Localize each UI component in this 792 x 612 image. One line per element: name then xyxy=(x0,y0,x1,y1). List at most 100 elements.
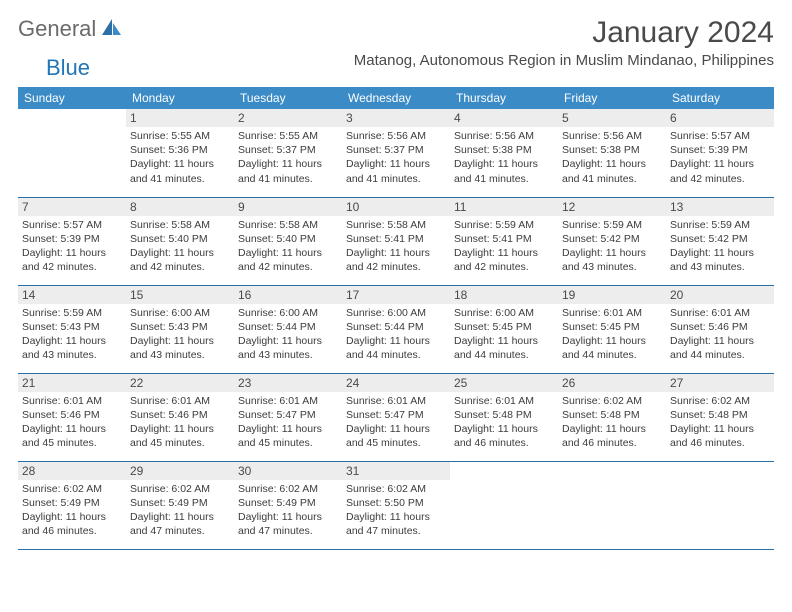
calendar-day-cell: 25 Sunrise: 6:01 AMSunset: 5:48 PMDayligh… xyxy=(450,373,558,461)
weekday-header: Sunday xyxy=(18,87,126,109)
day-details: Sunrise: 5:59 AMSunset: 5:43 PMDaylight:… xyxy=(22,306,122,363)
day-number: 23 xyxy=(234,374,342,392)
day-details: Sunrise: 6:01 AMSunset: 5:46 PMDaylight:… xyxy=(22,394,122,451)
day-number: 27 xyxy=(666,374,774,392)
day-number: 5 xyxy=(558,109,666,127)
calendar-day-cell: 11Sunrise: 5:59 AMSunset: 5:41 PMDayligh… xyxy=(450,197,558,285)
calendar-day-cell: 10 Sunrise: 5:58 AMSunset: 5:41 PMDayligh… xyxy=(342,197,450,285)
calendar-week-row: 21Sunrise: 6:01 AMSunset: 5:46 PMDayligh… xyxy=(18,373,774,461)
calendar-day-cell: 23 Sunrise: 6:01 AMSunset: 5:47 PMDayligh… xyxy=(234,373,342,461)
day-number: 11 xyxy=(450,198,558,216)
calendar-week-row: 28Sunrise: 6:02 AMSunset: 5:49 PMDayligh… xyxy=(18,461,774,549)
calendar-day-cell: 4 Sunrise: 5:56 AMSunset: 5:38 PMDaylight… xyxy=(450,109,558,197)
day-number: 16 xyxy=(234,286,342,304)
calendar-header-row: SundayMondayTuesdayWednesdayThursdayFrid… xyxy=(18,87,774,109)
calendar-table: SundayMondayTuesdayWednesdayThursdayFrid… xyxy=(18,87,774,550)
day-details: Sunrise: 5:56 AMSunset: 5:37 PMDaylight:… xyxy=(346,129,446,186)
calendar-day-cell: 12 Sunrise: 5:59 AMSunset: 5:42 PMDayligh… xyxy=(558,197,666,285)
weekday-header: Tuesday xyxy=(234,87,342,109)
day-details: Sunrise: 6:00 AMSunset: 5:43 PMDaylight:… xyxy=(130,306,230,363)
day-number: 4 xyxy=(450,109,558,127)
calendar-day-cell: 16 Sunrise: 6:00 AMSunset: 5:44 PMDayligh… xyxy=(234,285,342,373)
calendar-day-cell: 18 Sunrise: 6:00 AMSunset: 5:45 PMDayligh… xyxy=(450,285,558,373)
day-details: Sunrise: 5:59 AMSunset: 5:42 PMDaylight:… xyxy=(562,218,662,275)
day-number: 31 xyxy=(342,462,450,480)
calendar-day-cell: 29 Sunrise: 6:02 AMSunset: 5:49 PMDayligh… xyxy=(126,461,234,549)
day-details: Sunrise: 6:02 AMSunset: 5:49 PMDaylight:… xyxy=(238,482,338,539)
day-number: 19 xyxy=(558,286,666,304)
calendar-day-cell xyxy=(450,461,558,549)
calendar-day-cell: 19 Sunrise: 6:01 AMSunset: 5:45 PMDayligh… xyxy=(558,285,666,373)
weekday-header: Monday xyxy=(126,87,234,109)
weekday-header: Wednesday xyxy=(342,87,450,109)
day-number: 30 xyxy=(234,462,342,480)
calendar-day-cell: 5Sunrise: 5:56 AMSunset: 5:38 PMDaylight… xyxy=(558,109,666,197)
location: Matanog, Autonomous Region in Muslim Min… xyxy=(354,52,774,69)
calendar-day-cell: 1Sunrise: 5:55 AMSunset: 5:36 PMDaylight… xyxy=(126,109,234,197)
day-number: 6 xyxy=(666,109,774,127)
calendar-day-cell: 24 Sunrise: 6:01 AMSunset: 5:47 PMDayligh… xyxy=(342,373,450,461)
day-details: Sunrise: 6:00 AMSunset: 5:45 PMDaylight:… xyxy=(454,306,554,363)
calendar-day-cell: 30 Sunrise: 6:02 AMSunset: 5:49 PMDayligh… xyxy=(234,461,342,549)
calendar-day-cell xyxy=(558,461,666,549)
calendar-page: General January 2024 Matanog, Autonomous… xyxy=(0,0,792,566)
calendar-day-cell: 31 Sunrise: 6:02 AMSunset: 5:50 PMDayligh… xyxy=(342,461,450,549)
day-details: Sunrise: 6:01 AMSunset: 5:48 PMDaylight:… xyxy=(454,394,554,451)
weekday-header: Friday xyxy=(558,87,666,109)
day-number: 25 xyxy=(450,374,558,392)
calendar-day-cell: 27 Sunrise: 6:02 AMSunset: 5:48 PMDayligh… xyxy=(666,373,774,461)
day-details: Sunrise: 5:56 AMSunset: 5:38 PMDaylight:… xyxy=(454,129,554,186)
calendar-day-cell: 20 Sunrise: 6:01 AMSunset: 5:46 PMDayligh… xyxy=(666,285,774,373)
day-details: Sunrise: 6:01 AMSunset: 5:45 PMDaylight:… xyxy=(562,306,662,363)
calendar-week-row: 7Sunrise: 5:57 AMSunset: 5:39 PMDaylight… xyxy=(18,197,774,285)
day-number: 14 xyxy=(18,286,126,304)
day-number: 15 xyxy=(126,286,234,304)
calendar-body: 1Sunrise: 5:55 AMSunset: 5:36 PMDaylight… xyxy=(18,109,774,549)
calendar-week-row: 1Sunrise: 5:55 AMSunset: 5:36 PMDaylight… xyxy=(18,109,774,197)
calendar-day-cell: 28Sunrise: 6:02 AMSunset: 5:49 PMDayligh… xyxy=(18,461,126,549)
day-number: 9 xyxy=(234,198,342,216)
day-details: Sunrise: 6:01 AMSunset: 5:47 PMDaylight:… xyxy=(238,394,338,451)
day-number: 22 xyxy=(126,374,234,392)
day-number: 28 xyxy=(18,462,126,480)
day-details: Sunrise: 6:01 AMSunset: 5:46 PMDaylight:… xyxy=(130,394,230,451)
day-number: 8 xyxy=(126,198,234,216)
day-number: 17 xyxy=(342,286,450,304)
day-details: Sunrise: 5:57 AMSunset: 5:39 PMDaylight:… xyxy=(22,218,122,275)
day-details: Sunrise: 6:00 AMSunset: 5:44 PMDaylight:… xyxy=(238,306,338,363)
day-details: Sunrise: 6:02 AMSunset: 5:48 PMDaylight:… xyxy=(670,394,770,451)
logo-text-blue: Blue xyxy=(46,55,90,81)
calendar-day-cell: 13Sunrise: 5:59 AMSunset: 5:42 PMDayligh… xyxy=(666,197,774,285)
day-number: 2 xyxy=(234,109,342,127)
calendar-day-cell: 2 Sunrise: 5:55 AMSunset: 5:37 PMDaylight… xyxy=(234,109,342,197)
weekday-header: Thursday xyxy=(450,87,558,109)
calendar-day-cell xyxy=(666,461,774,549)
day-details: Sunrise: 6:01 AMSunset: 5:47 PMDaylight:… xyxy=(346,394,446,451)
day-number: 20 xyxy=(666,286,774,304)
day-number: 24 xyxy=(342,374,450,392)
day-details: Sunrise: 5:59 AMSunset: 5:42 PMDaylight:… xyxy=(670,218,770,275)
day-details: Sunrise: 5:58 AMSunset: 5:41 PMDaylight:… xyxy=(346,218,446,275)
day-number: 29 xyxy=(126,462,234,480)
day-number: 10 xyxy=(342,198,450,216)
weekday-header: Saturday xyxy=(666,87,774,109)
day-number: 12 xyxy=(558,198,666,216)
day-details: Sunrise: 6:02 AMSunset: 5:50 PMDaylight:… xyxy=(346,482,446,539)
day-details: Sunrise: 6:02 AMSunset: 5:48 PMDaylight:… xyxy=(562,394,662,451)
day-details: Sunrise: 6:01 AMSunset: 5:46 PMDaylight:… xyxy=(670,306,770,363)
calendar-day-cell: 8Sunrise: 5:58 AMSunset: 5:40 PMDaylight… xyxy=(126,197,234,285)
day-details: Sunrise: 6:02 AMSunset: 5:49 PMDaylight:… xyxy=(130,482,230,539)
day-details: Sunrise: 5:55 AMSunset: 5:37 PMDaylight:… xyxy=(238,129,338,186)
logo: General xyxy=(18,16,124,42)
day-number: 1 xyxy=(126,109,234,127)
calendar-day-cell: 21 Sunrise: 6:01 AMSunset: 5:46 PMDayligh… xyxy=(18,373,126,461)
calendar-day-cell: 7Sunrise: 5:57 AMSunset: 5:39 PMDaylight… xyxy=(18,197,126,285)
day-details: Sunrise: 5:57 AMSunset: 5:39 PMDaylight:… xyxy=(670,129,770,186)
calendar-week-row: 14 Sunrise: 5:59 AMSunset: 5:43 PMDayligh… xyxy=(18,285,774,373)
calendar-day-cell: 3Sunrise: 5:56 AMSunset: 5:37 PMDaylight… xyxy=(342,109,450,197)
logo-sail-icon xyxy=(100,17,122,42)
day-number: 18 xyxy=(450,286,558,304)
calendar-day-cell: 15 Sunrise: 6:00 AMSunset: 5:43 PMDayligh… xyxy=(126,285,234,373)
day-number: 21 xyxy=(18,374,126,392)
day-details: Sunrise: 6:00 AMSunset: 5:44 PMDaylight:… xyxy=(346,306,446,363)
